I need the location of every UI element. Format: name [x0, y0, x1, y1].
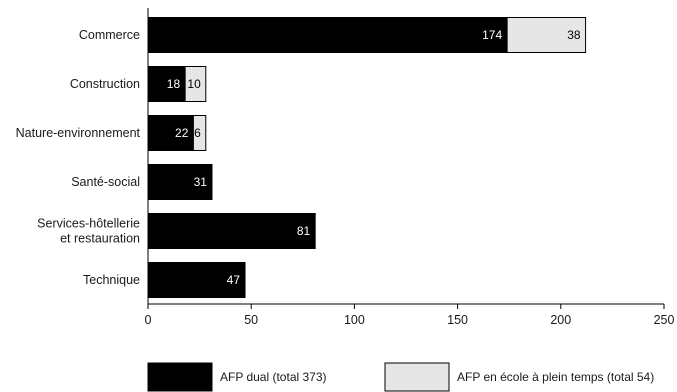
legend-label-dual: AFP dual (total 373) [220, 370, 327, 384]
x-tick-label: 100 [344, 313, 365, 327]
bar-school [192, 115, 207, 151]
category-label: Services-hôtellerie [37, 217, 140, 231]
bar-value-label: 47 [227, 273, 241, 287]
category-labels: Commerce Construction Nature-environnement… [16, 28, 141, 287]
bar-dual [147, 213, 316, 249]
bar-value-label: 174 [482, 28, 502, 42]
bar-value-label: 81 [297, 224, 311, 238]
bar-dual [147, 115, 194, 151]
legend-swatch-dual [147, 362, 213, 392]
legend: AFP dual (total 373) AFP en école à plei… [147, 362, 654, 392]
bar-dual [147, 66, 186, 102]
bar-school [184, 66, 207, 102]
x-tick-label: 200 [550, 313, 571, 327]
bar-value-label: 10 [187, 77, 201, 91]
category-label: et restauration [60, 232, 140, 246]
bar-dual [147, 17, 508, 53]
category-label: Nature-environnement [16, 126, 141, 140]
legend-swatch-school [384, 362, 450, 392]
bar-value-label: 38 [567, 28, 581, 42]
category-label: Construction [70, 77, 140, 91]
x-tick-label: 250 [654, 313, 675, 327]
category-label: Santé-social [71, 175, 140, 189]
x-tick-labels: 0 50 100 150 200 250 [145, 313, 675, 327]
x-tick-label: 50 [244, 313, 258, 327]
bar-value-label: 6 [194, 126, 201, 140]
legend-label-school: AFP en école à plein temps (total 54) [457, 370, 654, 384]
axes [147, 8, 665, 309]
x-tick-label: 0 [145, 313, 152, 327]
category-label: Commerce [79, 28, 140, 42]
bar-value-label: 22 [175, 126, 189, 140]
category-label: Technique [83, 273, 140, 287]
bar-value-label: 18 [167, 77, 181, 91]
bar-school [506, 17, 587, 53]
x-tick-label: 150 [447, 313, 468, 327]
bar-value-label: 31 [194, 175, 208, 189]
bars-group: 174 38 18 10 22 6 31 81 47 [147, 17, 587, 298]
bar-dual [147, 262, 246, 298]
bar-dual [147, 164, 213, 200]
